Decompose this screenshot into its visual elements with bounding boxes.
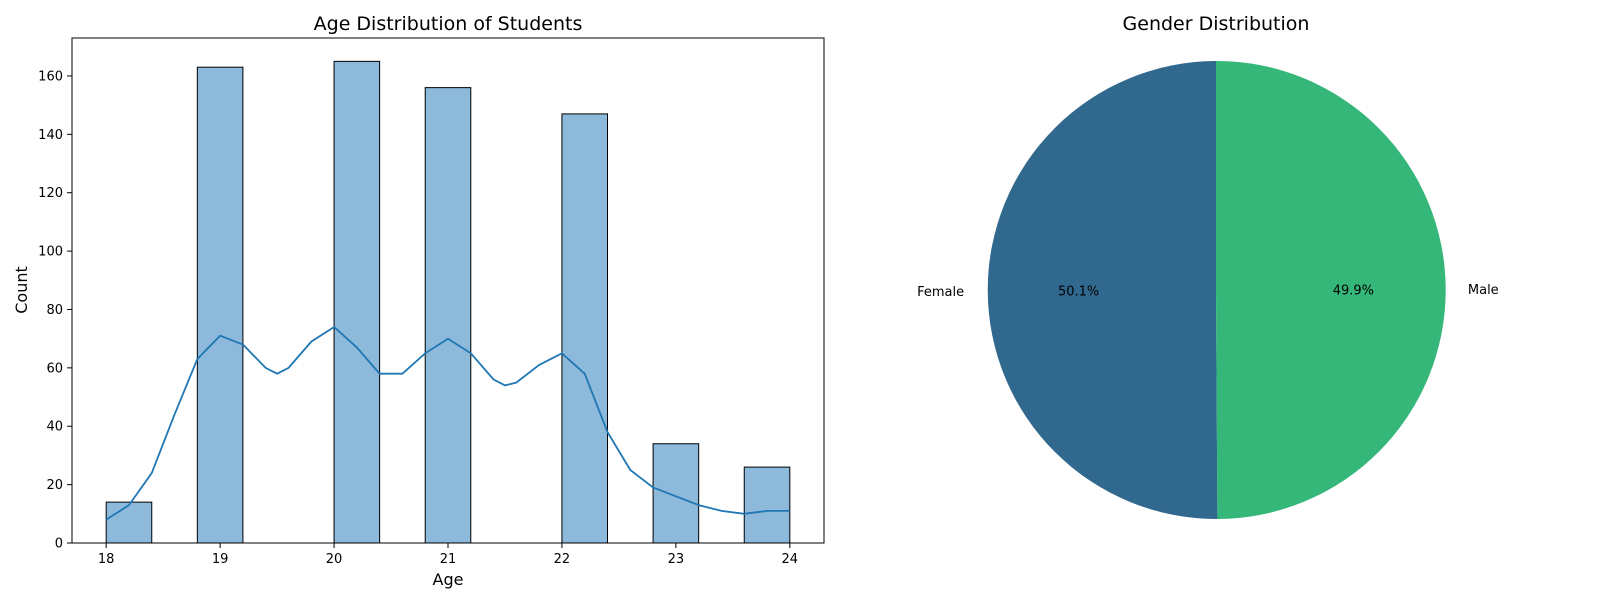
histogram-bar bbox=[105, 501, 153, 544]
y-tick-label: 60 bbox=[46, 361, 63, 376]
kde-curve bbox=[105, 325, 790, 521]
y-tick-label: 20 bbox=[46, 478, 63, 493]
histogram-bar bbox=[196, 66, 244, 544]
pie-label-male: Male bbox=[1468, 283, 1499, 298]
y-axis-ticks: 0 20 40 60 80 100 120 140 160 bbox=[38, 69, 72, 552]
pie-slice-female bbox=[987, 61, 1218, 520]
x-tick-label: 19 bbox=[212, 552, 229, 567]
x-tick-label: 24 bbox=[782, 552, 799, 567]
histogram-bar bbox=[743, 466, 791, 544]
x-tick-label: 20 bbox=[326, 552, 343, 567]
y-tick-label: 0 bbox=[55, 537, 63, 552]
y-tick-label: 120 bbox=[38, 186, 63, 201]
x-tick-label: 22 bbox=[554, 552, 571, 567]
y-tick-label: 160 bbox=[38, 69, 63, 84]
pie-percent-female: 50.1% bbox=[1058, 284, 1099, 299]
histogram-title: Age Distribution of Students bbox=[314, 13, 583, 35]
pie-labels: Female 50.1% Male 49.9% bbox=[917, 283, 1499, 300]
histogram-bars bbox=[105, 60, 791, 544]
histogram-bar bbox=[424, 87, 472, 544]
x-tick-label: 18 bbox=[98, 552, 115, 567]
y-tick-label: 140 bbox=[38, 128, 63, 143]
histogram-bar bbox=[333, 60, 381, 544]
x-axis-ticks: 18 19 20 21 22 23 24 bbox=[98, 543, 798, 567]
x-tick-label: 21 bbox=[440, 552, 457, 567]
histogram-bar bbox=[561, 113, 609, 544]
histogram-bar bbox=[652, 443, 700, 544]
pie-title: Gender Distribution bbox=[1123, 13, 1310, 35]
x-axis-label: Age bbox=[433, 570, 464, 589]
x-tick-label: 23 bbox=[668, 552, 685, 567]
gender-pie-chart: Gender Distribution Female 50.1% Male 49.9% bbox=[917, 13, 1499, 520]
pie-slice-male bbox=[1216, 60, 1446, 519]
y-tick-label: 80 bbox=[46, 303, 63, 318]
pie-label-female: Female bbox=[917, 285, 964, 300]
y-tick-label: 100 bbox=[38, 245, 63, 260]
y-axis-label: Count bbox=[12, 266, 31, 314]
pie-percent-male: 49.9% bbox=[1333, 284, 1374, 299]
age-histogram: Age Distribution of Students 18 19 20 21 22 2… bbox=[12, 13, 825, 589]
y-tick-label: 40 bbox=[46, 420, 63, 435]
pie-slices bbox=[987, 60, 1446, 520]
